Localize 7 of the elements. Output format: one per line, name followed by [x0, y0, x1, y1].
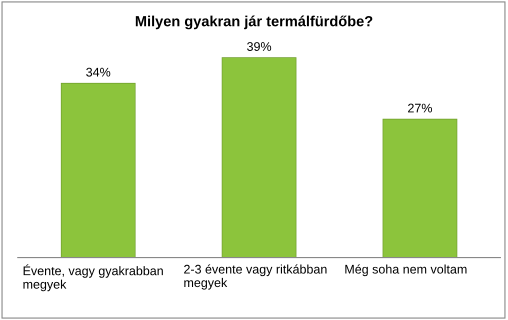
x-tick-label: Évente, vagy gyakrabban megyek — [23, 264, 163, 292]
data-label: 27% — [408, 104, 432, 112]
x-tick-label: 2-3 évente vagy ritkábban megyek — [184, 264, 327, 290]
x-tick-label: Még soha nem voltam — [345, 264, 466, 276]
data-label: 34% — [86, 68, 110, 77]
data-label: 39% — [247, 42, 272, 51]
chart-title: Milyen gyakran jár termálfürdőbe? — [136, 16, 372, 30]
